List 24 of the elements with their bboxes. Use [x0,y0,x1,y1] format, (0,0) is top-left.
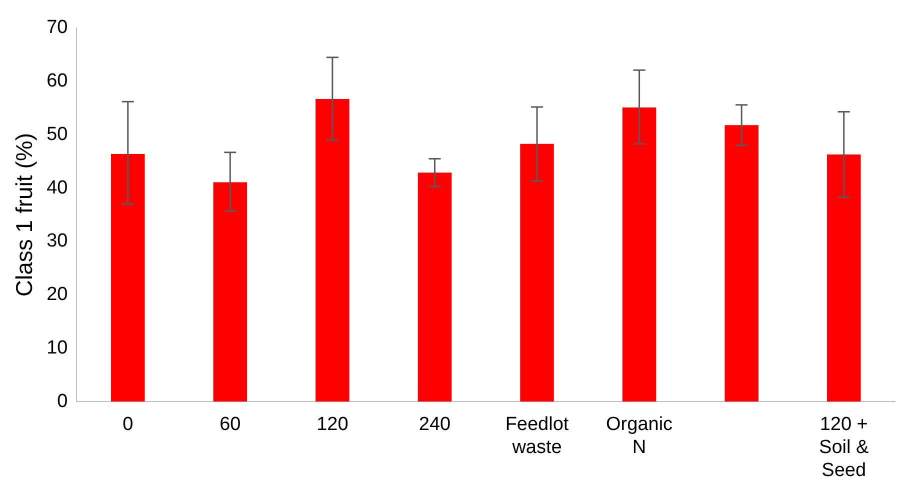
y-tick-label: 20 [46,284,68,306]
y-tick-label: 10 [46,337,68,358]
bar [826,154,861,402]
x-tick-label: Organic N [606,414,673,458]
bar [111,154,145,402]
bar [520,144,554,402]
bar [622,108,656,402]
y-tick-label: 60 [46,70,68,92]
y-tick-label: 30 [46,230,68,252]
x-tick-label: Feedlot waste [505,414,570,458]
y-tick-label: 70 [46,17,68,38]
x-tick-label: 60 [220,414,241,436]
x-tick-label: 0 [122,414,134,436]
x-tick-label: 120 [316,414,348,436]
y-tick-label: 50 [46,124,68,145]
x-tick-label: 120 + Soil & Seed [819,414,869,481]
bar [316,98,350,402]
y-tick-label: 40 [46,177,68,198]
bar [724,125,758,402]
x-tick-label: 240 [418,414,451,436]
y-tick-label: 0 [57,390,68,412]
y-axis-title: Class 1 fruit (%) [11,133,38,297]
bar [213,182,248,402]
bar [418,172,452,402]
